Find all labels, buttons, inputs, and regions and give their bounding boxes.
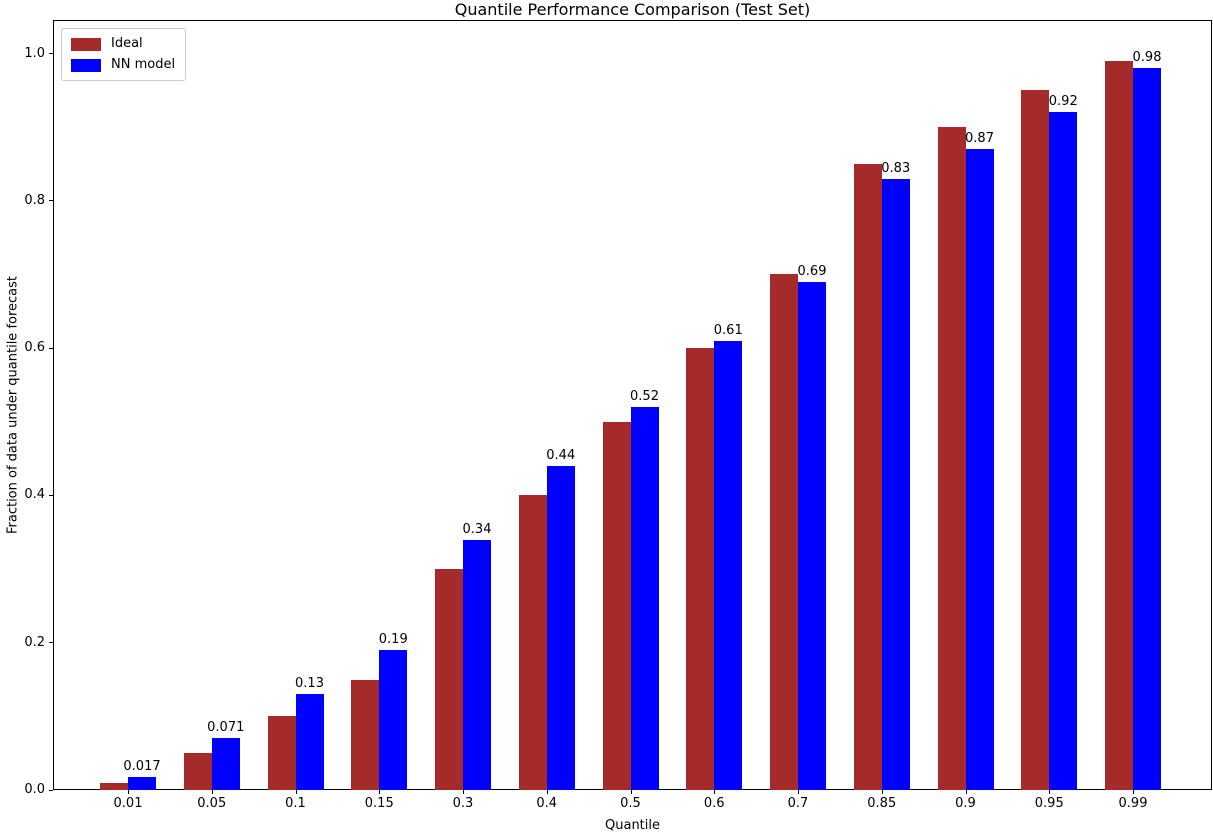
bar-ideal <box>518 495 547 790</box>
legend: Ideal NN model <box>61 28 187 81</box>
x-tick-label: 0.01 <box>113 796 143 811</box>
y-tick-label: 0.8 <box>24 192 45 208</box>
bar-nn-model <box>463 539 491 790</box>
bar-value-label: 0.52 <box>630 389 659 405</box>
bar-value-label: 0.071 <box>207 719 245 735</box>
x-tick-label: 0.7 <box>787 796 809 811</box>
x-tick-label: 0.6 <box>703 796 725 811</box>
bar-nn-model <box>714 340 743 790</box>
y-tick-mark <box>49 347 53 349</box>
y-tick-label: 0.4 <box>24 487 45 503</box>
x-axis-label: Quantile <box>605 818 660 833</box>
y-tick-label: 0.6 <box>24 340 45 356</box>
x-tick-label: 0.3 <box>452 796 474 811</box>
x-tick-label: 0.9 <box>955 796 976 811</box>
x-tick-label: 0.5 <box>620 796 641 811</box>
chart-title: Quantile Performance Comparison (Test Se… <box>454 0 811 19</box>
x-tick-mark <box>128 790 129 794</box>
bar-ideal <box>853 163 882 790</box>
bar-ideal <box>937 127 966 790</box>
legend-label: Ideal <box>111 36 143 51</box>
bar-ideal <box>351 679 380 790</box>
bar-nn-model <box>295 694 324 790</box>
bar-value-label: 0.34 <box>462 521 492 537</box>
x-tick-mark <box>211 790 213 794</box>
y-tick-mark <box>49 494 53 496</box>
x-tick-label: 0.4 <box>536 796 558 811</box>
bar-value-label: 0.44 <box>546 447 576 463</box>
bar-nn-model <box>128 777 156 790</box>
y-tick-label: 0.2 <box>24 634 45 650</box>
bar-nn-model <box>1133 68 1161 790</box>
x-tick-label: 0.95 <box>1034 796 1064 811</box>
bar-nn-model <box>211 737 240 790</box>
bar-nn-model <box>965 149 994 790</box>
bar-ideal <box>183 753 212 790</box>
bar-value-label: 0.87 <box>965 131 994 147</box>
legend-swatch-nn-model <box>71 58 101 72</box>
bar-value-label: 0.61 <box>713 322 743 338</box>
x-tick-mark <box>630 790 632 794</box>
x-tick-mark <box>1133 790 1134 794</box>
bar-ideal <box>602 421 631 790</box>
x-tick-mark <box>1049 790 1051 794</box>
bar-value-label: 0.92 <box>1048 94 1078 110</box>
x-tick-mark <box>379 790 381 794</box>
x-tick-label: 0.1 <box>285 796 306 811</box>
bar-ideal <box>435 569 463 790</box>
y-tick-mark <box>49 642 53 644</box>
bar-ideal <box>1021 90 1050 790</box>
x-tick-mark <box>546 790 548 794</box>
x-tick-label: 0.99 <box>1118 796 1148 811</box>
bar-ideal <box>686 348 715 790</box>
bar-nn-model <box>1049 112 1078 790</box>
bar-ideal <box>770 274 798 790</box>
y-tick-label: 0.0 <box>24 782 45 797</box>
y-tick-label: 1.0 <box>24 45 45 61</box>
bar-ideal <box>267 716 296 790</box>
y-tick-mark <box>49 53 53 54</box>
legend-label: NN model <box>111 57 176 72</box>
x-tick-mark <box>463 790 464 794</box>
x-tick-mark <box>295 790 297 794</box>
bar-nn-model <box>881 178 910 790</box>
bar-value-label: 0.83 <box>881 160 911 176</box>
bar-nn-model <box>546 465 575 790</box>
x-tick-mark <box>965 790 967 794</box>
bar-value-label: 0.69 <box>797 263 827 279</box>
bar-value-label: 0.98 <box>1132 50 1162 66</box>
x-tick-label: 0.15 <box>364 796 394 811</box>
bar-value-label: 0.13 <box>295 676 324 692</box>
x-tick-mark <box>714 790 716 794</box>
x-tick-label: 0.85 <box>867 796 897 811</box>
x-tick-mark <box>798 790 799 794</box>
x-tick-mark <box>881 790 883 794</box>
bar-value-label: 0.017 <box>123 759 161 775</box>
bar-nn-model <box>379 650 408 790</box>
bar-ideal <box>100 782 128 790</box>
x-tick-label: 0.05 <box>197 796 227 811</box>
y-tick-mark <box>49 789 53 791</box>
y-tick-mark <box>49 200 53 202</box>
bar-ideal <box>1105 60 1133 790</box>
bar-nn-model <box>630 407 659 790</box>
legend-row: Ideal <box>71 36 175 52</box>
bar-value-label: 0.19 <box>378 632 408 648</box>
legend-row: NN model <box>71 57 175 73</box>
legend-swatch-ideal <box>71 37 101 51</box>
bar-nn-model <box>798 281 826 790</box>
